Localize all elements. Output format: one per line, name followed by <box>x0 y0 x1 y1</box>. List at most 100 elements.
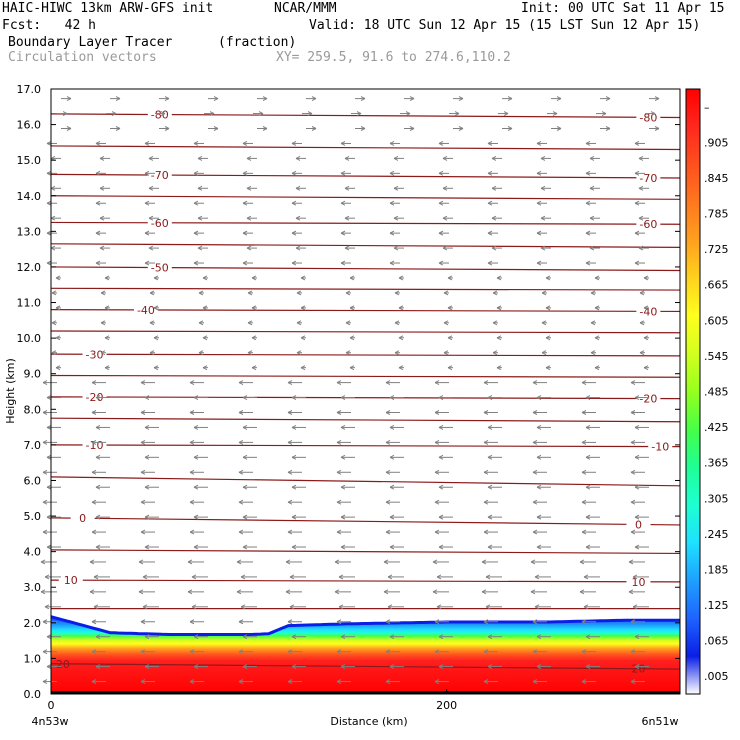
vector-head <box>160 111 166 117</box>
vector-head <box>240 604 246 610</box>
vector-head <box>258 111 264 117</box>
vector-head <box>579 589 585 595</box>
contour-label: 0 <box>79 512 86 525</box>
vector-head <box>51 350 57 356</box>
vector-head <box>115 126 121 131</box>
vector-head <box>251 365 257 371</box>
vector-head <box>398 305 404 311</box>
vector-head <box>438 544 444 550</box>
vector-head <box>247 320 253 326</box>
vector-head <box>95 395 101 400</box>
vector-head <box>144 395 150 400</box>
vector-head <box>344 155 350 161</box>
vector-head <box>536 230 542 236</box>
vector-head <box>630 679 636 684</box>
vector-head <box>295 215 301 221</box>
vector-head <box>579 559 585 565</box>
vector-head <box>383 559 389 565</box>
vector-head <box>540 215 546 221</box>
vector-head <box>153 275 159 281</box>
vector-head <box>387 604 393 610</box>
contour-line <box>50 444 681 448</box>
vector-head <box>594 275 600 281</box>
vector-head <box>42 529 48 535</box>
vector-head <box>581 679 587 684</box>
vector-head <box>556 126 562 131</box>
vector-head <box>46 260 52 266</box>
vector-head <box>532 380 538 386</box>
vector-head <box>50 185 56 191</box>
vector-head <box>95 141 101 146</box>
vector-head <box>144 484 150 490</box>
y-tick-label: 13.0 <box>17 225 42 238</box>
vector-head <box>40 589 46 595</box>
vector-head <box>483 679 489 684</box>
vector-head <box>246 185 252 191</box>
contour-line <box>50 243 681 248</box>
vector-head <box>394 320 400 326</box>
contour-line <box>50 266 681 272</box>
vector-head <box>436 574 442 580</box>
vector-head <box>46 170 52 176</box>
vector-head <box>100 290 106 296</box>
vector-head <box>632 574 638 580</box>
vector-head <box>628 559 634 565</box>
contour-label: 20 <box>631 663 645 676</box>
vector-head <box>285 589 291 595</box>
vector-head <box>349 305 355 311</box>
circulation-vectors <box>40 96 660 684</box>
vector-head <box>532 679 538 684</box>
vector-head <box>287 529 293 535</box>
vector-head <box>55 335 61 341</box>
vector-head <box>630 529 636 535</box>
vector-head <box>394 350 400 356</box>
vector-head <box>360 126 366 131</box>
contour-line <box>50 476 681 487</box>
vector-head <box>605 126 611 131</box>
y-tick-label: 17.0 <box>17 83 42 96</box>
vector-head <box>95 634 101 640</box>
vector-head <box>585 634 591 640</box>
vector-head <box>442 155 448 161</box>
vector-head <box>590 290 596 296</box>
vector-head <box>336 619 342 625</box>
vector-head <box>487 514 493 520</box>
vector-head <box>138 589 144 595</box>
vector-head <box>585 230 591 236</box>
vector-head <box>491 155 497 161</box>
vector-head <box>491 245 497 251</box>
vector-head <box>434 439 440 445</box>
colorbar: .005 .065 .125 .185 .245 .305 .365 .425 .485 .545… <box>685 88 729 695</box>
vector-head <box>104 335 110 341</box>
vector-head <box>634 200 640 206</box>
vector-head <box>66 126 72 131</box>
colorbar-label: .305 <box>704 492 729 505</box>
contour-line <box>50 287 681 291</box>
vector-head <box>46 484 52 490</box>
vector-head <box>447 365 453 371</box>
vector-head <box>246 245 252 251</box>
vector-head <box>144 454 150 460</box>
vector-head <box>238 499 244 505</box>
vector-head <box>287 380 293 386</box>
vector-head <box>630 649 636 655</box>
vector-head <box>601 111 607 117</box>
boundary-layer-tracer <box>51 615 680 694</box>
vector-head <box>385 649 391 655</box>
vector-head <box>487 454 493 460</box>
vector-head <box>153 305 159 311</box>
contour-label: -70 <box>151 169 169 182</box>
vector-head <box>50 215 56 221</box>
vector-head <box>438 260 444 266</box>
vector-head <box>443 320 449 326</box>
colorbar-label: – <box>704 101 710 114</box>
vector-head <box>242 664 248 670</box>
vector-head <box>189 380 195 386</box>
vector-head <box>99 185 105 191</box>
vector-head <box>46 664 52 670</box>
field-title: Boundary Layer Tracer <box>8 35 173 50</box>
contour-line <box>50 145 681 151</box>
vector-head <box>389 200 395 206</box>
vector-head <box>104 305 110 311</box>
vector-head <box>454 111 460 117</box>
